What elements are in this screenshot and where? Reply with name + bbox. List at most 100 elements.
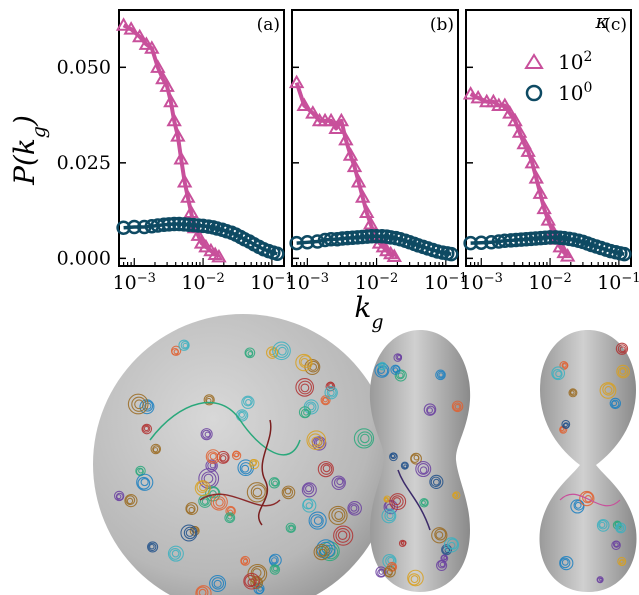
data-point-circle xyxy=(176,217,192,232)
data-point-circle xyxy=(369,228,384,244)
data-point-circle xyxy=(374,228,390,244)
vesicle-dumbbell-image xyxy=(539,330,637,592)
x-tick-label: 10−3 xyxy=(286,271,329,295)
data-point-triangle xyxy=(362,215,379,230)
y-tick-label: 0.025 xyxy=(57,152,111,174)
x-tick-label: 10−1 xyxy=(424,271,467,295)
data-point-circle xyxy=(166,216,182,232)
data-point-triangle xyxy=(511,124,528,138)
data-point-circle xyxy=(484,235,499,250)
data-point-triangle xyxy=(386,248,402,262)
legend-label: 102 xyxy=(558,49,592,74)
data-point-triangle xyxy=(173,150,189,165)
data-point-circle xyxy=(542,230,558,245)
data-point-triangle xyxy=(346,158,363,173)
data-point-triangle xyxy=(138,36,155,50)
data-point-circle xyxy=(161,217,177,232)
data-point-triangle xyxy=(559,248,576,262)
data-point-circle xyxy=(463,235,478,251)
x-tick-label: 10−2 xyxy=(528,271,571,295)
vesicle-sphere-image xyxy=(93,314,393,595)
data-point-triangle xyxy=(296,97,312,112)
data-point-triangle xyxy=(163,93,179,108)
data-point-triangle xyxy=(485,93,502,108)
data-point-triangle xyxy=(150,59,166,73)
data-point-triangle xyxy=(166,112,182,127)
data-point-triangle xyxy=(470,89,486,104)
data-point-circle xyxy=(195,218,211,234)
y-tick-label: 0.050 xyxy=(57,56,111,78)
data-point-circle xyxy=(335,231,350,246)
x-tick-label: 10−1 xyxy=(250,271,293,295)
data-point-triangle xyxy=(211,248,227,263)
data-point-triangle xyxy=(532,185,548,199)
data-point-circle xyxy=(383,230,398,245)
data-point-triangle xyxy=(462,86,479,100)
x-tick-label: 10−3 xyxy=(113,271,156,295)
y-tick-label: 0.000 xyxy=(57,247,111,269)
data-point-triangle xyxy=(507,112,523,127)
x-tick-label: 10−3 xyxy=(460,271,503,295)
data-point-circle xyxy=(270,246,285,262)
data-point-triangle xyxy=(520,143,536,157)
axes-frame xyxy=(291,9,459,267)
data-point-triangle xyxy=(180,189,196,203)
data-point-triangle xyxy=(497,97,513,112)
data-point-triangle xyxy=(354,189,371,203)
data-point-circle xyxy=(345,230,360,245)
x-axis-label: kg xyxy=(354,291,383,333)
legend-marker-triangle xyxy=(524,53,544,69)
data-point-circle xyxy=(354,229,370,245)
data-point-triangle xyxy=(190,227,206,241)
panel-label: (c) xyxy=(604,15,627,35)
data-point-circle xyxy=(617,246,632,262)
data-point-circle xyxy=(518,232,534,247)
panel-label: (b) xyxy=(430,15,454,35)
panel-b: 10−3 10−2 10−1 (b) xyxy=(286,9,467,295)
data-point-triangle xyxy=(350,173,367,188)
data-point-triangle xyxy=(155,70,171,85)
data-point-circle xyxy=(503,233,519,248)
data-point-triangle xyxy=(516,135,532,150)
data-point-triangle xyxy=(328,120,344,134)
data-point-triangle xyxy=(198,238,214,253)
data-point-triangle xyxy=(159,78,175,92)
data-point-circle xyxy=(181,217,197,232)
data-point-triangle xyxy=(338,131,354,146)
x-tick-label: 10−2 xyxy=(355,271,398,295)
axes-frame xyxy=(465,9,632,267)
data-point-triangle xyxy=(528,170,544,184)
data-point-triangle xyxy=(183,204,199,219)
data-point-circle xyxy=(548,230,563,245)
data-point-circle xyxy=(190,218,206,233)
data-point-circle xyxy=(171,216,187,232)
data-point-triangle xyxy=(358,204,375,219)
legend-title: κ xyxy=(594,9,608,33)
x-tick-label: 10−1 xyxy=(597,271,639,295)
data-point-circle xyxy=(474,235,489,250)
legend-label: 100 xyxy=(558,80,592,105)
data-point-circle xyxy=(310,234,325,249)
data-point-triangle xyxy=(170,128,186,142)
data-point-triangle xyxy=(115,17,132,31)
panel-label: (a) xyxy=(257,15,280,35)
data-point-circle xyxy=(528,231,544,246)
data-point-triangle xyxy=(342,147,359,161)
legend-marker-circle xyxy=(525,84,543,102)
data-point-circle xyxy=(127,219,142,235)
x-tick-label: 10−2 xyxy=(181,271,224,295)
data-point-triangle xyxy=(536,200,552,215)
data-point-circle xyxy=(444,246,459,262)
data-point-triangle xyxy=(552,238,568,253)
data-point-triangle xyxy=(502,105,518,119)
data-point-triangle xyxy=(288,74,305,89)
data-point-circle xyxy=(137,219,152,235)
vesicle-peanut-image xyxy=(369,330,471,592)
data-point-circle xyxy=(329,232,345,247)
y-tick-labels: 0.000 0.025 0.050 xyxy=(57,56,111,269)
data-point-triangle xyxy=(540,212,556,226)
data-point-circle xyxy=(537,230,553,245)
data-point-circle xyxy=(300,235,315,250)
data-point-triangle xyxy=(144,40,160,54)
